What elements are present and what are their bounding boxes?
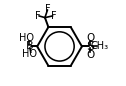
Text: HO: HO [19, 33, 34, 43]
Text: F: F [35, 11, 40, 21]
Text: S: S [87, 40, 94, 53]
Text: O: O [86, 50, 95, 60]
Text: F: F [45, 4, 51, 14]
Text: HO: HO [22, 49, 37, 59]
Text: F: F [51, 11, 57, 21]
Text: B: B [26, 41, 34, 51]
Text: O: O [86, 33, 95, 43]
Text: CH₃: CH₃ [90, 41, 109, 51]
